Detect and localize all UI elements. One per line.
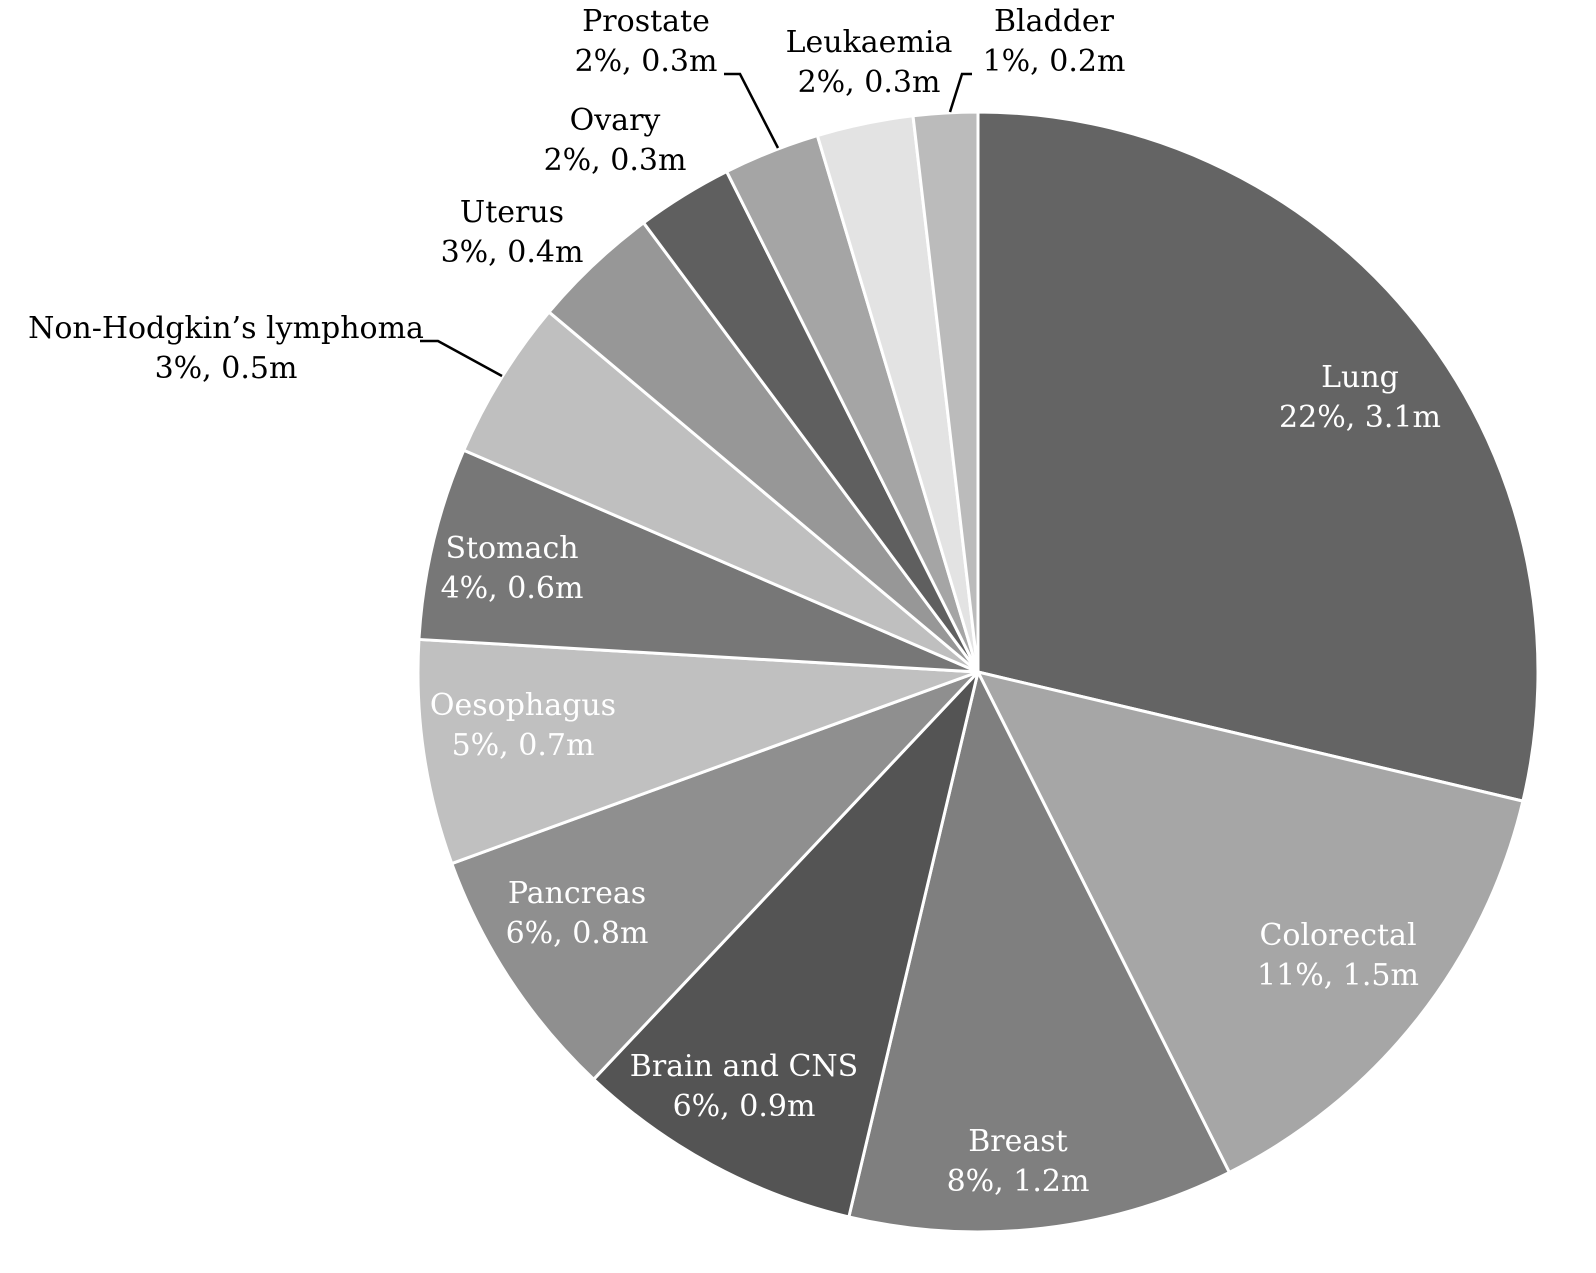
- slice-separator: ,: [845, 65, 864, 100]
- slice-name: Ovary: [570, 103, 661, 138]
- slice-value: 5%, 0.7m: [452, 728, 595, 763]
- slice-name: Uterus: [460, 195, 564, 230]
- slice-percent: 2%: [544, 143, 592, 178]
- slice-label-lung: Lung 22%, 3.1m: [1279, 360, 1441, 435]
- slice-amount: 0.4m: [507, 235, 583, 270]
- slice-value: 8%, 1.2m: [947, 1164, 1090, 1199]
- slice-name: Bladder: [994, 4, 1115, 39]
- slice-amount: 0.3m: [864, 65, 940, 100]
- slice-percent: 22%: [1279, 400, 1346, 435]
- slice-percent: 3%: [441, 235, 489, 270]
- slice-amount: 0.8m: [572, 916, 648, 951]
- slice-separator: ,: [720, 1089, 739, 1124]
- leader-line-bladder: [948, 72, 972, 113]
- slice-label-oesophagus: Oesophagus 5%, 0.7m: [430, 688, 616, 763]
- slice-percent: 5%: [452, 728, 500, 763]
- leader-line-prostate: [724, 72, 780, 149]
- slice-value: 4%, 0.6m: [441, 571, 584, 606]
- slice-label-breast: Breast 8%, 1.2m: [947, 1124, 1090, 1199]
- slice-bladder: [911, 110, 980, 674]
- slice-name: Oesophagus: [430, 688, 616, 723]
- slice-label-uterus: Uterus 3%, 0.4m: [441, 195, 584, 270]
- slice-percent: 6%: [506, 916, 554, 951]
- slice-value: 2%, 0.3m: [798, 65, 941, 100]
- slice-name: Brain and CNS: [630, 1049, 858, 1084]
- slice-amount: 0.6m: [507, 571, 583, 606]
- slice-name: Pancreas: [508, 876, 646, 911]
- slice-labels: Lung 22%, 3.1m Colorectal 11%, 1.5m Breast 8%…: [28, 4, 1441, 1199]
- slice-non-hodgkin-s-lymphoma: [462, 310, 980, 674]
- slice-separator: ,: [488, 235, 507, 270]
- slice-separator: ,: [1346, 400, 1365, 435]
- slice-percent: 4%: [441, 571, 489, 606]
- slice-stomach: [417, 448, 980, 674]
- slice-label-pancreas: Pancreas 6%, 0.8m: [506, 876, 649, 951]
- slice-separator: ,: [553, 916, 572, 951]
- slice-percent: 2%: [798, 65, 846, 100]
- slice-amount: 0.3m: [610, 143, 686, 178]
- slice-separator: ,: [499, 728, 518, 763]
- slice-percent: 1%: [983, 44, 1031, 79]
- slice-label-bladder: Bladder 1%, 0.2m: [983, 4, 1126, 79]
- slice-value: 3%, 0.5m: [155, 351, 298, 386]
- slice-label-leukaemia: Leukaemia 2%, 0.3m: [786, 25, 953, 100]
- slice-brain-and-cns: [592, 670, 980, 1219]
- slice-separator: ,: [591, 143, 610, 178]
- slice-amount: 3.1m: [1365, 400, 1441, 435]
- slice-lung: [976, 110, 1540, 803]
- slice-separator: ,: [1030, 44, 1049, 79]
- slice-percent: 2%: [575, 44, 623, 79]
- slice-value: 3%, 0.4m: [441, 235, 584, 270]
- slice-value: 2%, 0.3m: [544, 143, 687, 178]
- slice-percent: 3%: [155, 351, 203, 386]
- slice-name: Breast: [968, 1124, 1067, 1159]
- slice-label-non-hodgkin-s-lymphoma: Non-Hodgkin’s lymphoma 3%, 0.5m: [28, 311, 424, 386]
- slice-label-ovary: Ovary 2%, 0.3m: [544, 103, 687, 178]
- slice-separator: ,: [994, 1164, 1013, 1199]
- slice-label-colorectal: Colorectal 11%, 1.5m: [1257, 918, 1419, 993]
- slice-separator: ,: [202, 351, 221, 386]
- slice-amount: 1.2m: [1013, 1164, 1089, 1199]
- leader-line-non-hodgkin-s-lymphoma: [420, 339, 503, 378]
- slice-amount: 0.2m: [1049, 44, 1125, 79]
- slice-amount: 1.5m: [1343, 958, 1419, 993]
- slice-separator: ,: [488, 571, 507, 606]
- slice-colorectal: [976, 670, 1525, 1174]
- slice-label-brain-and-cns: Brain and CNS 6%, 0.9m: [630, 1049, 858, 1124]
- slice-pancreas: [450, 670, 980, 1081]
- slice-name: Leukaemia: [786, 25, 953, 60]
- slice-name: Lung: [1321, 360, 1399, 395]
- leader-lines: [420, 72, 972, 378]
- slice-value: 6%, 0.9m: [673, 1089, 816, 1124]
- slice-value: 2%, 0.3m: [575, 44, 718, 79]
- slice-value: 11%, 1.5m: [1257, 958, 1419, 993]
- slice-name: Colorectal: [1259, 918, 1416, 953]
- slice-value: 1%, 0.2m: [983, 44, 1126, 79]
- slice-oesophagus: [416, 637, 980, 866]
- slice-name: Prostate: [582, 4, 710, 39]
- pie-slices: [416, 110, 1540, 1234]
- slice-value: 22%, 3.1m: [1279, 400, 1441, 435]
- slice-label-stomach: Stomach 4%, 0.6m: [441, 531, 584, 606]
- slice-amount: 0.9m: [739, 1089, 815, 1124]
- slice-percent: 6%: [673, 1089, 721, 1124]
- slice-amount: 0.7m: [518, 728, 594, 763]
- slice-label-prostate: Prostate 2%, 0.3m: [575, 4, 718, 79]
- slice-separator: ,: [622, 44, 641, 79]
- slice-breast: [847, 670, 1231, 1234]
- slice-percent: 11%: [1257, 958, 1324, 993]
- slice-percent: 8%: [947, 1164, 995, 1199]
- slice-amount: 0.5m: [221, 351, 297, 386]
- slice-amount: 0.3m: [641, 44, 717, 79]
- slice-name: Stomach: [445, 531, 578, 566]
- slice-separator: ,: [1324, 958, 1343, 993]
- slice-name: Non-Hodgkin’s lymphoma: [28, 311, 424, 346]
- slice-value: 6%, 0.8m: [506, 916, 649, 951]
